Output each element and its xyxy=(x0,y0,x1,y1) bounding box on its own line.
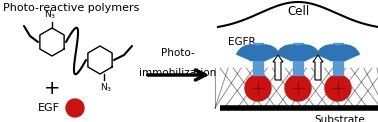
Circle shape xyxy=(66,99,84,117)
FancyArrow shape xyxy=(273,55,283,80)
FancyBboxPatch shape xyxy=(333,43,343,75)
Text: EGFR: EGFR xyxy=(228,37,256,47)
Text: immobilization: immobilization xyxy=(139,68,217,78)
Text: Photo-: Photo- xyxy=(161,48,195,58)
Text: N$_3$: N$_3$ xyxy=(100,81,112,93)
Text: +: + xyxy=(44,78,60,97)
Text: EGF: EGF xyxy=(38,103,60,113)
Circle shape xyxy=(285,75,311,101)
Circle shape xyxy=(325,75,351,101)
FancyBboxPatch shape xyxy=(293,43,303,75)
FancyArrow shape xyxy=(313,55,323,80)
Text: Photo-reactive polymers: Photo-reactive polymers xyxy=(3,3,139,13)
Circle shape xyxy=(245,75,271,101)
FancyBboxPatch shape xyxy=(253,43,263,75)
Text: Cell: Cell xyxy=(287,5,309,18)
Text: N$_3$: N$_3$ xyxy=(44,9,56,21)
Text: Substrate: Substrate xyxy=(314,115,366,122)
